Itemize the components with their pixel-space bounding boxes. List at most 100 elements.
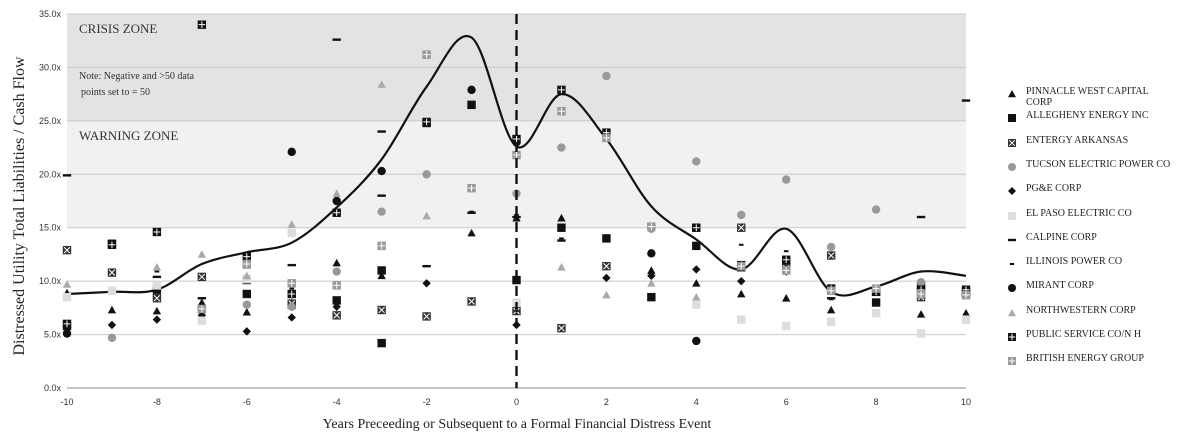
x-tick-label: -2 xyxy=(423,397,431,407)
legend-swatch xyxy=(1008,162,1016,171)
data-point xyxy=(377,166,386,176)
y-tick-label: 20.0x xyxy=(39,169,62,179)
data-point xyxy=(602,273,611,283)
data-point xyxy=(692,279,701,287)
data-point xyxy=(512,215,521,219)
data-point xyxy=(737,261,746,271)
data-point xyxy=(467,211,476,214)
legend-label: TUCSON ELECTRIC POWER CO xyxy=(1026,158,1171,170)
data-point xyxy=(961,315,971,324)
data-point xyxy=(107,320,117,330)
data-point xyxy=(377,338,386,348)
data-point xyxy=(557,323,566,333)
data-point xyxy=(647,292,656,302)
x-tick-label: 8 xyxy=(874,397,879,407)
legend-swatch xyxy=(1008,333,1016,341)
note-line-1: Note: Negative and >50 data xyxy=(79,71,195,82)
data-point xyxy=(289,287,295,290)
ticks-layer: 0.0x 5.0x 10.0x 15.0x 20.0x 25.0x 30.0x 35.0x -1… xyxy=(39,9,971,407)
note-line-2: points set to = 50 xyxy=(81,87,150,98)
data-point xyxy=(377,241,386,251)
data-point xyxy=(287,289,296,299)
data-point xyxy=(783,250,789,253)
data-point xyxy=(197,304,207,314)
data-point xyxy=(692,336,701,346)
series-group xyxy=(62,20,971,329)
data-point xyxy=(332,38,341,41)
legend-item: MIRANT CORP xyxy=(1006,280,1176,304)
data-point xyxy=(826,305,836,314)
data-point xyxy=(197,298,207,306)
series-group xyxy=(197,50,971,314)
data-point xyxy=(961,309,971,317)
data-point xyxy=(287,302,296,311)
data-point xyxy=(422,170,431,179)
data-point xyxy=(197,250,207,258)
y-tick-label: 0.0x xyxy=(44,383,62,393)
data-point xyxy=(467,100,476,110)
legend-swatch xyxy=(1008,90,1016,98)
data-point xyxy=(557,143,566,152)
series-group xyxy=(62,265,791,338)
y-tick-label: 25.0x xyxy=(39,116,62,126)
legend-label: NORTHWESTERN CORP xyxy=(1026,304,1136,316)
legend-item: TUCSON ELECTRIC POWER CO xyxy=(1006,159,1176,183)
data-point xyxy=(287,147,296,157)
data-point xyxy=(557,85,566,95)
data-point xyxy=(377,305,386,315)
data-point xyxy=(332,302,341,311)
data-point xyxy=(242,300,251,309)
legend-marker xyxy=(1008,308,1016,316)
data-point xyxy=(107,268,117,277)
legend-label: PG&E CORP xyxy=(1026,183,1082,195)
series-group xyxy=(62,38,971,300)
legend-label: CALPINE CORP xyxy=(1026,231,1097,243)
data-point xyxy=(871,205,881,214)
legend-item: NORTHWESTERN CORP xyxy=(1006,305,1176,329)
data-point xyxy=(152,315,162,324)
legend-marker xyxy=(1008,90,1016,98)
labels-layer: CRISIS ZONE Note: Negative and >50 data … xyxy=(11,21,711,432)
data-point xyxy=(62,280,72,288)
y-tick-label: 15.0x xyxy=(39,223,62,233)
data-point xyxy=(152,281,162,290)
x-tick-label: 2 xyxy=(604,397,609,407)
legend-label: MIRANT CORP xyxy=(1026,280,1094,292)
data-point xyxy=(559,237,564,240)
data-point xyxy=(197,297,207,300)
data-point xyxy=(647,222,656,231)
data-point xyxy=(422,211,431,220)
data-point xyxy=(332,196,341,206)
data-point xyxy=(107,240,117,250)
data-point xyxy=(782,255,791,264)
data-point xyxy=(916,215,926,219)
legend-marker xyxy=(1008,284,1016,293)
legend-item: ILLINOIS POWER CO xyxy=(1006,256,1176,280)
legend-item: CALPINE CORP xyxy=(1006,232,1176,256)
data-point xyxy=(152,263,162,271)
data-point xyxy=(332,296,341,305)
data-point xyxy=(62,292,72,302)
legend-marker xyxy=(1008,357,1016,366)
data-point xyxy=(961,290,971,300)
x-tick-label: -4 xyxy=(333,397,341,407)
legend-label: ENTERGY ARKANSAS xyxy=(1026,134,1129,146)
data-point xyxy=(377,266,386,275)
data-point xyxy=(467,85,476,95)
data-point xyxy=(332,189,341,197)
legend-swatch xyxy=(1008,238,1016,241)
data-point xyxy=(557,107,566,116)
data-point xyxy=(242,252,251,261)
legend-item: EL PASO ELECTRIC CO xyxy=(1006,208,1176,232)
data-point xyxy=(512,134,521,144)
data-point xyxy=(647,249,656,258)
data-point xyxy=(782,175,791,184)
data-point xyxy=(602,234,611,243)
data-point xyxy=(152,306,162,315)
data-point xyxy=(377,207,386,216)
legend-marker xyxy=(1008,187,1016,196)
legend-marker xyxy=(1008,333,1016,341)
data-point xyxy=(737,223,746,232)
data-point xyxy=(826,242,836,252)
data-point xyxy=(154,270,160,273)
